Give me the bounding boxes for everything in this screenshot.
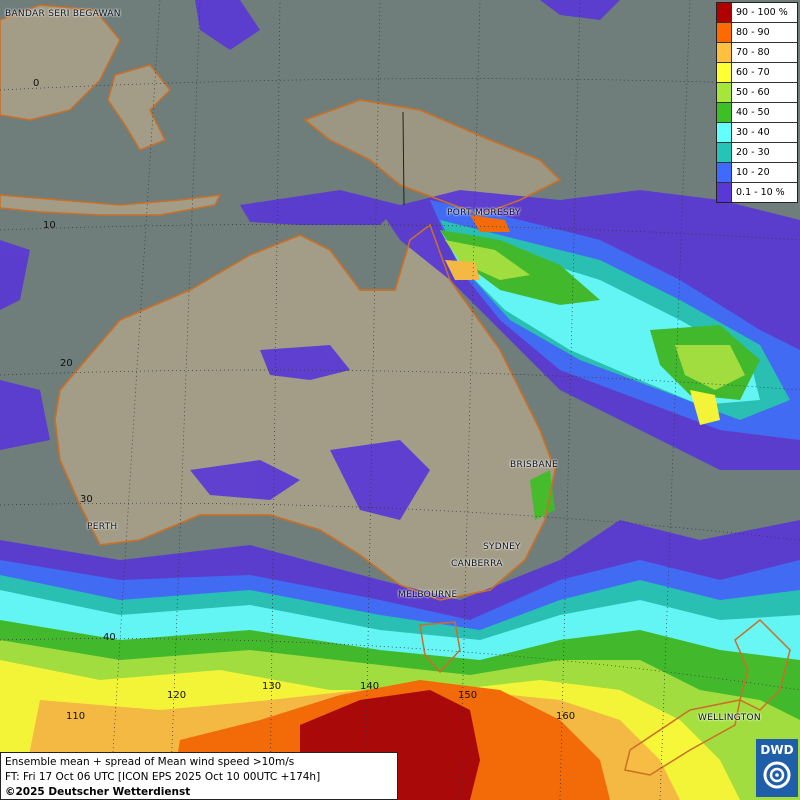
- legend-swatch: [717, 83, 732, 102]
- legend-label: 90 - 100 %: [736, 7, 788, 18]
- legend-row: 70 - 80: [717, 43, 797, 63]
- dwd-logo: DWD: [756, 739, 798, 797]
- legend-row: 10 - 20: [717, 163, 797, 183]
- legend-swatch: [717, 103, 732, 122]
- lat-label-0: 0: [33, 78, 40, 89]
- legend-swatch: [717, 63, 732, 82]
- coastlines: [54, 99, 791, 776]
- lon-label-110: 110: [66, 711, 86, 722]
- legend-swatch: [717, 143, 732, 162]
- legend-swatch: [717, 23, 732, 42]
- legend-label: 30 - 40: [736, 127, 770, 138]
- legend-label: 60 - 70: [736, 67, 770, 78]
- legend-swatch: [717, 183, 732, 202]
- sulawesi-landmass: [107, 64, 172, 151]
- city-label-melbourne: MELBOURNE: [398, 590, 458, 600]
- png-border: [402, 111, 405, 206]
- info-box: Ensemble mean + spread of Mean wind spee…: [0, 752, 398, 800]
- city-label-port-moresby: PORT MORESBY: [447, 208, 521, 218]
- lon-label-120: 120: [167, 690, 187, 701]
- legend-row: 0.1 - 10 %: [717, 183, 797, 202]
- legend-row: 60 - 70: [717, 63, 797, 83]
- legend-swatch: [717, 163, 732, 182]
- legend-label: 40 - 50: [736, 107, 770, 118]
- info-forecast-time: FT: Fri 17 Oct 06 UTC [ICON EPS 2025 Oct…: [5, 771, 321, 783]
- legend-label: 10 - 20: [736, 167, 770, 178]
- lat-label-40: 40: [103, 632, 116, 643]
- lon-label-130: 130: [262, 681, 282, 692]
- dwd-swirl-icon: [763, 761, 791, 789]
- city-label-wellington: WELLINGTON: [698, 713, 761, 723]
- legend-row: 80 - 90: [717, 23, 797, 43]
- legend-row: 50 - 60: [717, 83, 797, 103]
- city-label-canberra: CANBERRA: [451, 559, 503, 569]
- legend-label: 20 - 30: [736, 147, 770, 158]
- lon-label-150: 150: [458, 690, 478, 701]
- lesser-sunda-islands: [0, 194, 222, 216]
- legend-label: 50 - 60: [736, 87, 770, 98]
- legend-swatch: [717, 123, 732, 142]
- lat-label-20: 20: [60, 358, 73, 369]
- lat-label-30: 30: [80, 494, 93, 505]
- probability-legend: 90 - 100 % 80 - 90 70 - 80 60 - 70 50 - 60 40…: [716, 2, 798, 203]
- legend-label: 80 - 90: [736, 27, 770, 38]
- lon-label-140: 140: [360, 681, 380, 692]
- lat-label-10: 10: [43, 220, 56, 231]
- borneo-landmass: [0, 4, 121, 121]
- legend-swatch: [717, 3, 732, 22]
- city-label-bandar-seri-begawan: BANDAR SERI BEGAWAN: [5, 9, 121, 19]
- legend-row: 20 - 30: [717, 143, 797, 163]
- lon-label-160: 160: [556, 711, 576, 722]
- legend-row: 90 - 100 %: [717, 3, 797, 23]
- info-title: Ensemble mean + spread of Mean wind spee…: [5, 756, 295, 768]
- legend-swatch: [717, 43, 732, 62]
- legend-row: 40 - 50: [717, 103, 797, 123]
- city-label-brisbane: BRISBANE: [510, 460, 558, 470]
- legend-label: 70 - 80: [736, 47, 770, 58]
- legend-row: 30 - 40: [717, 123, 797, 143]
- legend-label: 0.1 - 10 %: [736, 187, 785, 198]
- dwd-logo-text: DWD: [760, 743, 794, 757]
- city-label-sydney: SYDNEY: [483, 542, 521, 552]
- city-label-perth: PERTH: [87, 522, 118, 532]
- info-copyright: ©2025 Deutscher Wetterdienst: [5, 786, 191, 798]
